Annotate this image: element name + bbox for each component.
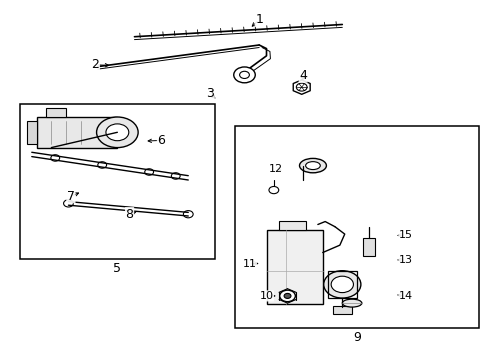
Text: 5: 5 <box>113 262 121 275</box>
Text: 12: 12 <box>269 164 283 174</box>
Circle shape <box>233 67 255 83</box>
Text: 1: 1 <box>255 13 263 26</box>
Bar <box>234 126 478 328</box>
Ellipse shape <box>299 158 326 173</box>
Circle shape <box>96 117 138 148</box>
Bar <box>37 117 117 148</box>
Ellipse shape <box>342 299 361 307</box>
Text: 2: 2 <box>91 58 99 71</box>
Bar <box>278 221 305 230</box>
Circle shape <box>268 186 278 194</box>
Text: 3: 3 <box>206 87 214 100</box>
Bar <box>332 306 351 314</box>
Circle shape <box>284 293 290 298</box>
Circle shape <box>239 71 249 78</box>
Circle shape <box>279 290 295 302</box>
Text: 8: 8 <box>125 208 133 221</box>
Circle shape <box>296 83 306 91</box>
Bar <box>20 104 215 259</box>
Text: 4: 4 <box>299 69 306 82</box>
Text: 6: 6 <box>157 134 165 147</box>
Text: 11: 11 <box>242 258 256 269</box>
Text: 7: 7 <box>67 190 75 203</box>
Bar <box>46 108 66 117</box>
Text: 15: 15 <box>398 230 412 240</box>
Text: 9: 9 <box>352 331 360 344</box>
Circle shape <box>323 271 360 298</box>
Bar <box>266 230 322 304</box>
Bar <box>327 271 356 298</box>
Bar <box>363 238 374 256</box>
Text: 13: 13 <box>398 255 412 265</box>
Circle shape <box>106 124 128 141</box>
Text: 10: 10 <box>259 291 273 301</box>
Ellipse shape <box>305 162 320 170</box>
Polygon shape <box>27 121 37 144</box>
Circle shape <box>330 276 353 293</box>
Text: 14: 14 <box>398 291 412 301</box>
